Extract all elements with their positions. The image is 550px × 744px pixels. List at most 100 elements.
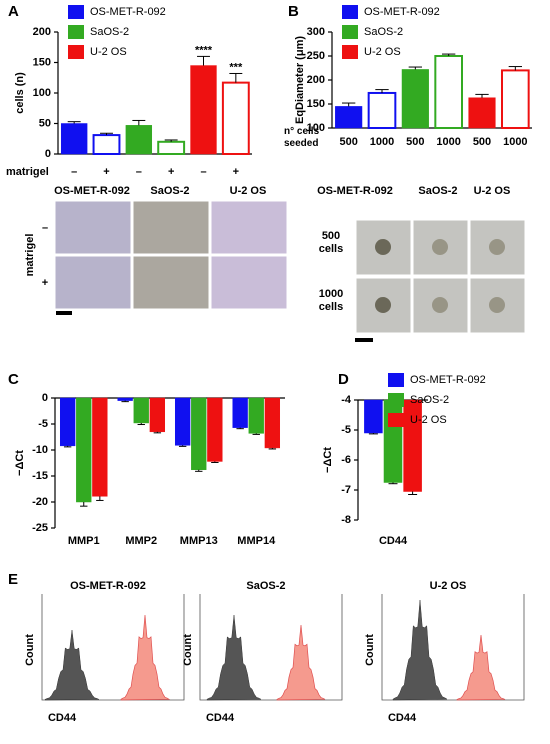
scale-bar: [355, 338, 373, 342]
legend-swatch: [388, 393, 404, 407]
spheroid: [489, 297, 505, 313]
y-axis-label: −ΔCt: [14, 450, 26, 476]
bar: [468, 97, 496, 129]
spheroid: [432, 297, 448, 313]
annotation: ***: [229, 61, 243, 73]
bar: [59, 397, 76, 447]
x-tick-label: –: [136, 166, 142, 178]
photo: [54, 255, 132, 310]
photo-row-label: cells: [319, 243, 343, 255]
y-tick-label: 0: [42, 392, 48, 404]
y-tick-label: -10: [32, 444, 48, 456]
bar: [60, 123, 88, 155]
bar: [125, 125, 153, 155]
legend-label: OS-MET-R-092: [410, 374, 486, 386]
histogram-control: [392, 599, 448, 701]
photo: [210, 200, 288, 255]
y-tick-label: 150: [307, 98, 325, 110]
bar: [92, 134, 121, 155]
bar: [264, 397, 281, 449]
flow-xlabel: CD44: [206, 712, 235, 724]
scale-bar: [56, 311, 72, 315]
y-tick-label: -20: [32, 496, 48, 508]
y-axis-label: EqDiameter (μm): [294, 36, 306, 124]
bar: [133, 397, 149, 424]
spheroid: [375, 239, 391, 255]
y-tick-label: 200: [33, 26, 51, 38]
legend-label: U-2 OS: [90, 46, 127, 58]
flow-title: OS-MET-R-092: [70, 580, 146, 592]
legend-label: OS-MET-R-092: [90, 6, 166, 18]
legend-swatch: [68, 5, 84, 19]
spheroid: [375, 297, 391, 313]
frame: [41, 594, 185, 701]
legend-swatch: [342, 45, 358, 59]
flow-xlabel: CD44: [48, 712, 77, 724]
x-tick-label: –: [200, 166, 206, 178]
y-tick-label: 150: [33, 56, 51, 68]
x-tick-label: +: [168, 166, 174, 178]
frame: [199, 594, 343, 701]
legend-label: U-2 OS: [410, 414, 447, 426]
bar: [401, 69, 429, 129]
histogram-control: [44, 629, 100, 701]
flow-ylabel: Count: [364, 634, 376, 666]
bar: [207, 397, 223, 462]
bar: [232, 397, 248, 428]
bar: [92, 397, 108, 497]
y-axis-label: −ΔCt: [322, 447, 334, 473]
histogram-cd44: [276, 624, 326, 701]
y-tick-label: 200: [307, 74, 325, 86]
y-tick-label: 0: [45, 148, 51, 160]
legend-swatch: [342, 25, 358, 39]
legend-label: U-2 OS: [364, 46, 401, 58]
bar: [190, 65, 217, 155]
bar: [335, 106, 363, 129]
x-tick-label: CD44: [379, 535, 408, 547]
x-axis-label: matrigel: [6, 166, 49, 178]
legend-swatch: [388, 373, 404, 387]
photo-row-label: +: [42, 277, 48, 289]
y-axis-label: cells (n): [14, 72, 26, 114]
legend-label: SaOS-2: [410, 394, 449, 406]
y-tick-label: 300: [307, 26, 325, 38]
photo-column-label: SaOS-2: [150, 185, 189, 197]
panel-letter: A: [8, 3, 19, 20]
photo-column-label: OS-MET-R-092: [54, 185, 130, 197]
bar: [248, 397, 264, 434]
x-tick-label: +: [103, 166, 109, 178]
bar: [117, 397, 133, 401]
y-tick-label: 100: [33, 87, 51, 99]
panel-letter: E: [8, 571, 18, 588]
legend-swatch: [388, 413, 404, 427]
frame: [381, 594, 525, 701]
photo-row-label: 500: [322, 230, 340, 242]
bar: [367, 91, 397, 129]
legend-label: SaOS-2: [90, 26, 129, 38]
y-tick-label: -5: [341, 424, 351, 436]
legend-label: OS-MET-R-092: [364, 6, 440, 18]
legend-label: SaOS-2: [364, 26, 403, 38]
y-tick-label: -4: [341, 394, 352, 406]
legend-swatch: [342, 5, 358, 19]
photo: [54, 200, 132, 255]
flow-ylabel: Count: [24, 634, 36, 666]
photo: [132, 255, 210, 310]
spheroid: [432, 239, 448, 255]
bar: [174, 397, 191, 446]
x-axis-label-text: n° cells seeded: [284, 126, 320, 149]
bar: [383, 399, 403, 483]
photo-column-label: U-2 OS: [230, 185, 267, 197]
photo-row-title: matrigel: [24, 234, 36, 277]
annotation: ****: [195, 44, 213, 56]
photo-row-label: cells: [319, 301, 343, 313]
y-tick-label: 250: [307, 50, 325, 62]
x-tick-label: –: [71, 166, 77, 178]
x-axis-label: n° cells seeded: [284, 126, 320, 149]
photo-row-label: –: [42, 222, 48, 234]
histogram-cd44: [120, 614, 171, 701]
flow-ylabel: Count: [182, 634, 194, 666]
y-tick-label: -5: [38, 418, 48, 430]
histogram-cd44: [456, 634, 506, 701]
bar: [157, 140, 186, 156]
